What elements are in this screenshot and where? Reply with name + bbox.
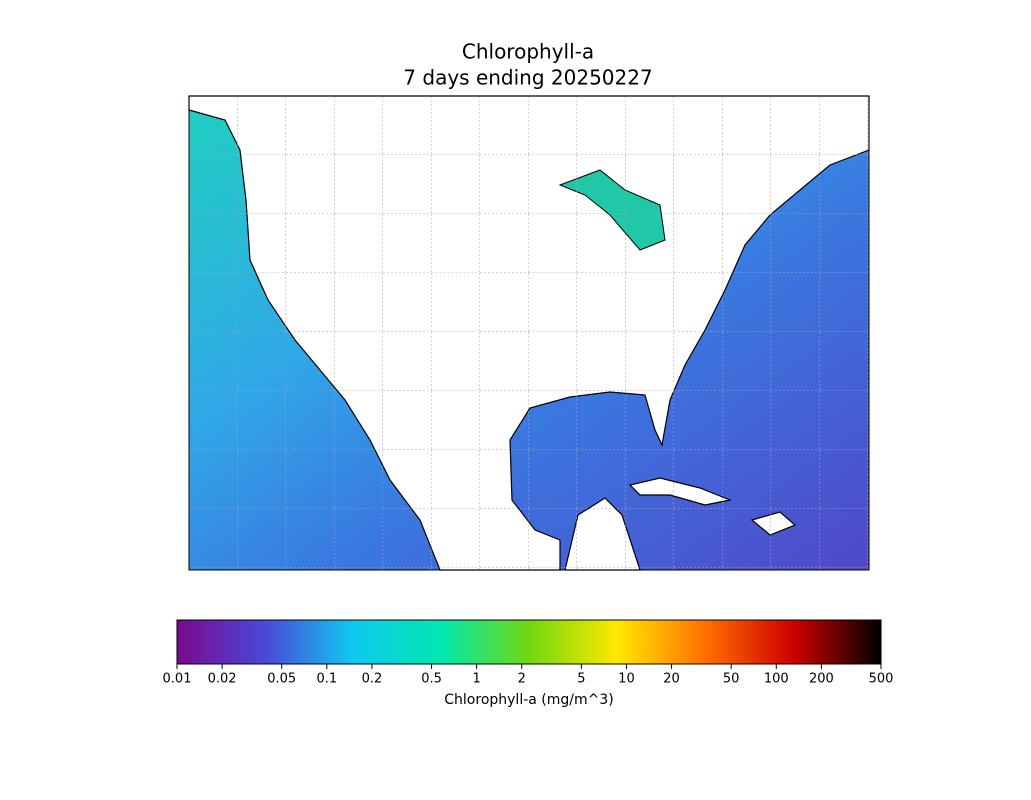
subtitle: 7 days ending 20250227: [403, 66, 652, 90]
colorbar-tick-label: 20: [663, 672, 680, 687]
colorbar-tick-label: 5: [577, 672, 585, 687]
colorbar-tick-label: 500: [869, 672, 894, 687]
colorbar-tick-label: 1: [472, 672, 480, 687]
colorbar-tick-label: 200: [809, 672, 834, 687]
colorbar: [176, 619, 882, 665]
colorbar-tick-label: 0.05: [267, 672, 296, 687]
colorbar-tick-label: 100: [764, 672, 789, 687]
colorbar-tick-label: 10: [618, 672, 635, 687]
colorbar-label: Chlorophyll-a (mg/m^3): [444, 692, 613, 708]
colorbar-tick-label: 0.5: [421, 672, 442, 687]
title: Chlorophyll-a: [462, 40, 594, 64]
colorbar-tick-label: 0.01: [163, 672, 192, 687]
colorbar-tick-label: 2: [518, 672, 526, 687]
map: [188, 95, 870, 571]
map-frame: [188, 95, 870, 571]
colorbar-tick-label: 0.02: [208, 672, 237, 687]
colorbar-tick-label: 0.1: [316, 672, 337, 687]
colorbar-tick-label: 50: [723, 672, 740, 687]
colorbar-tick-label: 0.2: [362, 672, 383, 687]
